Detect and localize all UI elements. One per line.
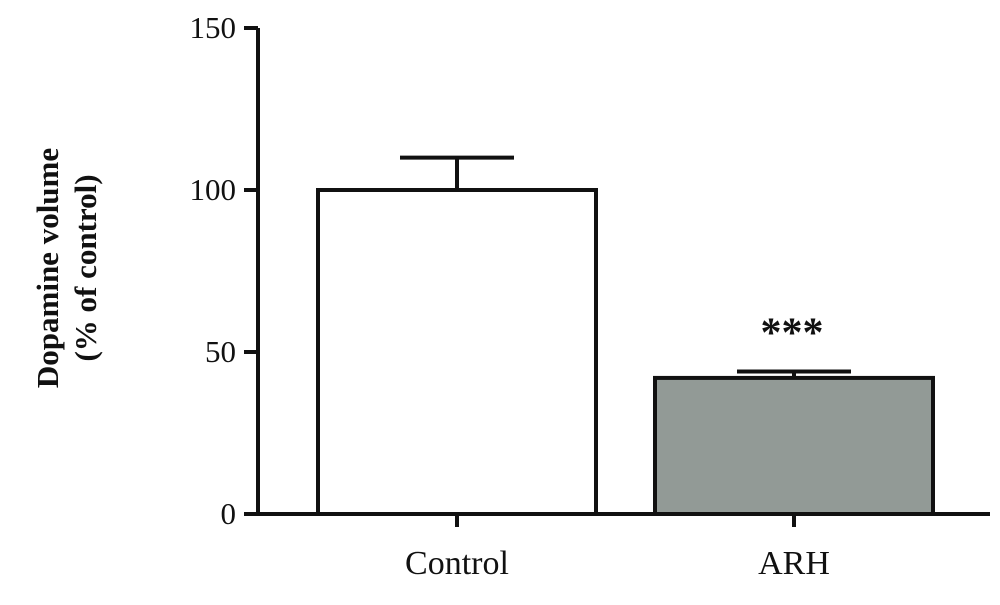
y-tick-label-0: 0: [221, 496, 237, 531]
y-tick-label-50: 50: [205, 334, 236, 369]
y-axis-label: Dopamine volume (% of control): [30, 148, 103, 388]
y-tick-label-150: 150: [190, 10, 237, 45]
bar-control: [316, 188, 598, 516]
y-tick-label-100: 100: [190, 172, 237, 207]
x-tick-label-arh: ARH: [758, 545, 830, 582]
significance-label-arh: ***: [761, 310, 824, 356]
bar-arh: [653, 375, 935, 517]
y-axis-label-line-1: Dopamine volume: [30, 148, 65, 388]
plot-area: 0 50 100 150 Control ARH ***: [190, 10, 990, 582]
y-axis-label-line-2: (% of control): [68, 174, 103, 361]
x-tick-label-control: Control: [405, 545, 509, 582]
